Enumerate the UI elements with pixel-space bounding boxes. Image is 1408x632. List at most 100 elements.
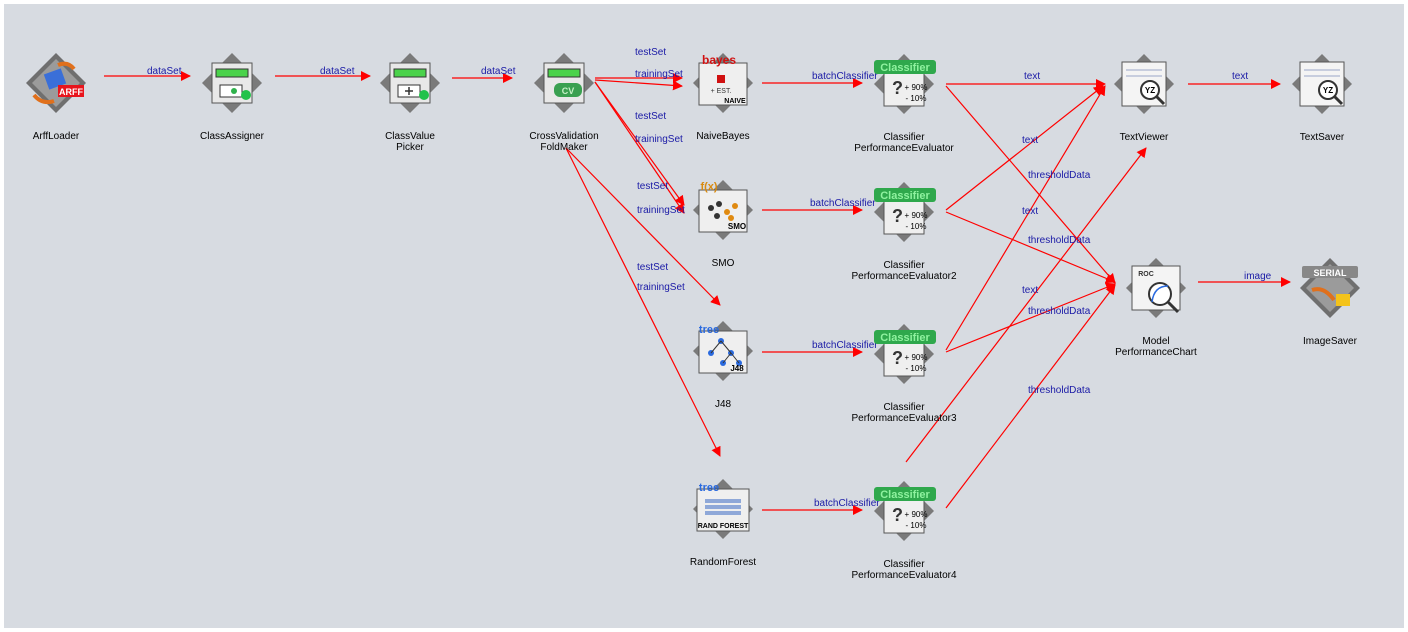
svg-text:- 10%: - 10% <box>906 521 927 530</box>
edge-cpe4-threshold[interactable] <box>945 284 1116 509</box>
node-smo[interactable]: f(x) SMO SMO <box>663 172 783 292</box>
edge-cpe1-threshold[interactable] <box>945 85 1116 284</box>
node-naive-bayes[interactable]: bayes + EST. NAIVE NaiveBayes <box>663 45 783 165</box>
svg-text:ROC: ROC <box>1138 271 1154 278</box>
edge-cv-randomforest[interactable] <box>565 147 721 457</box>
edge-cv-j48[interactable] <box>565 147 721 306</box>
edge-label-testset-nb: testSet <box>635 47 666 58</box>
class-value-picker-icon <box>378 51 442 115</box>
j48-bottom-text: J48 <box>730 364 744 373</box>
svg-text:+ 90%: + 90% <box>905 510 928 519</box>
edge-label-batch-3: batchClassifier <box>812 340 878 351</box>
edge-cpe3-threshold[interactable] <box>945 282 1116 353</box>
edge-label-testset-mid: testSet <box>635 111 666 122</box>
edge-cpe2-threshold[interactable] <box>945 211 1116 284</box>
edge-label-dataset-3: dataSet <box>481 66 516 77</box>
edge-label-threshold-2: thresholdData <box>1028 235 1091 246</box>
j48-icon: tree J48 <box>691 319 755 383</box>
node-cpe2[interactable]: Classifier ? + 90% - 10% Classifier Perfo… <box>844 174 964 294</box>
image-saver-badge-text: SERIAL <box>1313 268 1347 278</box>
edge-cpe3-text[interactable] <box>945 85 1106 351</box>
cpe3-icon: Classifier ? + 90% - 10% <box>872 322 936 386</box>
cpe3-badge-text: Classifier <box>880 332 930 344</box>
model-chart-icon: ROC <box>1124 256 1188 320</box>
edge-label-text-2: text <box>1022 135 1038 146</box>
node-cv-fold-maker[interactable]: CV CrossValidation FoldMaker <box>504 45 624 165</box>
cpe1-label: Classifier PerformanceEvaluator <box>854 132 954 154</box>
edge-label-batch-1: batchClassifier <box>812 71 878 82</box>
cpe2-badge-text: Classifier <box>880 190 930 202</box>
cpe3-label: Classifier PerformanceEvaluator3 <box>851 402 957 424</box>
edge-label-dataset-2: dataSet <box>320 66 355 77</box>
cpe2-icon: Classifier ? + 90% - 10% <box>872 180 936 244</box>
j48-label: J48 <box>714 399 732 410</box>
svg-text:+ 90%: + 90% <box>905 83 928 92</box>
svg-text:YZ: YZ <box>1323 86 1333 95</box>
edge-label-threshold-4: thresholdData <box>1028 385 1091 396</box>
cpe4-label: Classifier PerformanceEvaluator4 <box>851 559 957 581</box>
image-saver-label: ImageSaver <box>1303 336 1357 347</box>
text-saver-label: TextSaver <box>1299 132 1345 143</box>
svg-text:- 10%: - 10% <box>906 222 927 231</box>
svg-text:- 10%: - 10% <box>906 364 927 373</box>
edge-label-text-4: text <box>1022 285 1038 296</box>
svg-text:+ 90%: + 90% <box>905 353 928 362</box>
cv-badge-text: CV <box>562 86 575 96</box>
node-j48[interactable]: tree J48 J48 <box>663 313 783 433</box>
edge-label-text-1: text <box>1024 71 1040 82</box>
edge-cpe4-text[interactable] <box>905 147 1147 463</box>
smo-label: SMO <box>711 258 735 269</box>
edge-cv-trainingset-smo[interactable] <box>594 81 685 214</box>
class-assigner-icon <box>200 51 264 115</box>
edge-label-trainingset-mid: trainingSet <box>635 134 683 145</box>
edge-label-image: image <box>1244 271 1272 282</box>
edge-label-batch-4: batchClassifier <box>814 498 880 509</box>
smo-badge-text: f(x) <box>700 181 717 193</box>
svg-text:?: ? <box>892 505 903 525</box>
cv-fold-maker-label: CrossValidation FoldMaker <box>529 131 599 153</box>
edge-label-threshold-3: thresholdData <box>1028 306 1091 317</box>
edge-label-trainingset-j48: trainingSet <box>637 282 685 293</box>
edge-label-testset-j48: testSet <box>637 262 668 273</box>
cpe4-badge-text: Classifier <box>880 489 930 501</box>
edge-label-batch-2: batchClassifier <box>810 198 876 209</box>
naive-bayes-label: NaiveBayes <box>696 131 750 142</box>
text-saver-icon: YZ <box>1290 52 1354 116</box>
node-class-value-picker[interactable]: ClassValue Picker <box>350 45 470 165</box>
image-saver-icon: SERIAL <box>1298 256 1362 320</box>
edge-label-dataset-1: dataSet <box>147 66 182 77</box>
node-class-assigner[interactable]: ClassAssigner <box>172 45 292 165</box>
random-forest-bottom-text: RAND FOREST <box>698 523 749 530</box>
node-cpe3[interactable]: Classifier ? + 90% - 10% Classifier Perfo… <box>844 316 964 436</box>
node-text-saver[interactable]: YZ TextSaver <box>1262 46 1382 166</box>
arff-loader-icon: ARFF <box>24 51 88 115</box>
edge-cv-testset-smo[interactable] <box>594 81 685 206</box>
class-assigner-label: ClassAssigner <box>200 131 264 142</box>
smo-bottom-text: SMO <box>728 222 746 231</box>
naive-bayes-badge-text: bayes <box>702 53 736 67</box>
cv-fold-maker-icon: CV <box>532 51 596 115</box>
class-value-picker-label: ClassValue Picker <box>385 131 435 153</box>
random-forest-badge-text: tree <box>699 482 719 494</box>
svg-text:?: ? <box>892 78 903 98</box>
node-arff-loader[interactable]: ARFF ArffLoader <box>0 45 116 165</box>
naive-bayes-icon: bayes + EST. NAIVE <box>691 51 755 115</box>
model-chart-label: Model PerformanceChart <box>1115 336 1197 358</box>
node-text-viewer[interactable]: YZ TextViewer <box>1084 46 1204 166</box>
node-image-saver[interactable]: SERIAL ImageSaver <box>1270 250 1390 370</box>
arff-loader-label: ArffLoader <box>32 131 80 142</box>
node-cpe4[interactable]: Classifier ? + 90% - 10% Classifier Perfo… <box>844 473 964 593</box>
edge-cv-trainingset-nb[interactable] <box>594 79 683 91</box>
node-random-forest[interactable]: tree RAND FOREST RandomForest <box>663 471 783 591</box>
svg-text:?: ? <box>892 348 903 368</box>
node-cpe1[interactable]: Classifier ? + 90% - 10% Classifier Perfo… <box>844 46 964 166</box>
edge-label-testset-smo: testSet <box>637 181 668 192</box>
cpe4-icon: Classifier ? + 90% - 10% <box>872 479 936 543</box>
svg-text:- 10%: - 10% <box>906 94 927 103</box>
random-forest-icon: tree RAND FOREST <box>691 477 755 541</box>
cpe1-badge-text: Classifier <box>880 62 930 74</box>
edge-cpe2-text[interactable] <box>945 85 1104 211</box>
node-model-performance-chart[interactable]: ROC Model PerformanceChart <box>1096 250 1216 370</box>
